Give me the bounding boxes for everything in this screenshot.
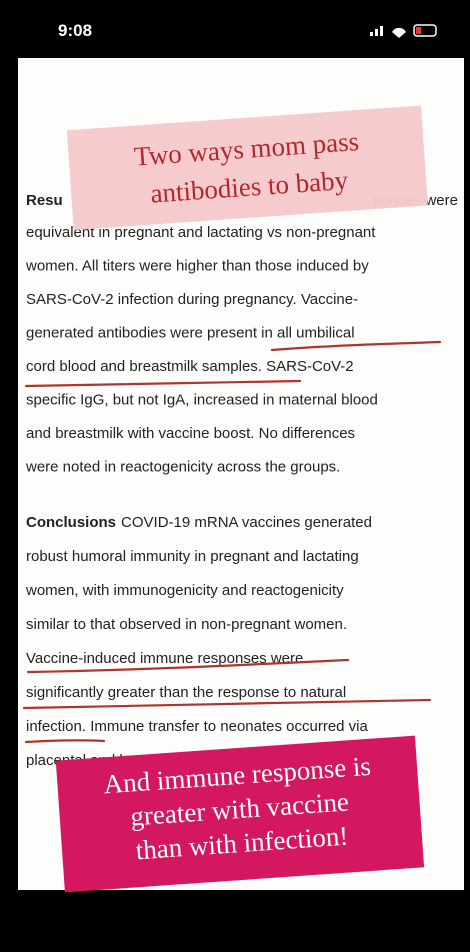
text-line: specific IgG, but not IgA, increased in … (26, 392, 378, 409)
text-line: cord blood and breastmilk samples. SARS-… (26, 358, 354, 375)
text-line: COVID-19 mRNA vaccines generated (121, 514, 372, 531)
text-line: generated antibodies were present in all… (26, 325, 355, 342)
text-line: women, with immunogenicity and reactogen… (25, 582, 344, 599)
text-line: and breastmilk with vaccine boost. No di… (26, 425, 355, 442)
text-line: were noted in reactogenicity across the … (25, 459, 340, 476)
text-line: significantly greater than the response … (26, 684, 346, 701)
status-time: 9:08 (58, 21, 92, 40)
text-line: robust humoral immunity in pregnant and … (26, 548, 359, 565)
section-label: Conclusions (26, 514, 116, 531)
text-line: similar to that observed in non-pregnant… (26, 616, 347, 633)
screen: 9:08 Resuponses wereequivalent in pregna… (0, 0, 470, 952)
note-bottom: And immune response is greater with vacc… (56, 736, 424, 893)
section-label: Resu (26, 192, 63, 209)
text-line: women. All titers were higher than those… (25, 258, 369, 275)
text-line: infection. Immune transfer to neonates o… (26, 718, 369, 735)
text-line: SARS-CoV-2 infection during pregnancy. V… (26, 291, 358, 308)
